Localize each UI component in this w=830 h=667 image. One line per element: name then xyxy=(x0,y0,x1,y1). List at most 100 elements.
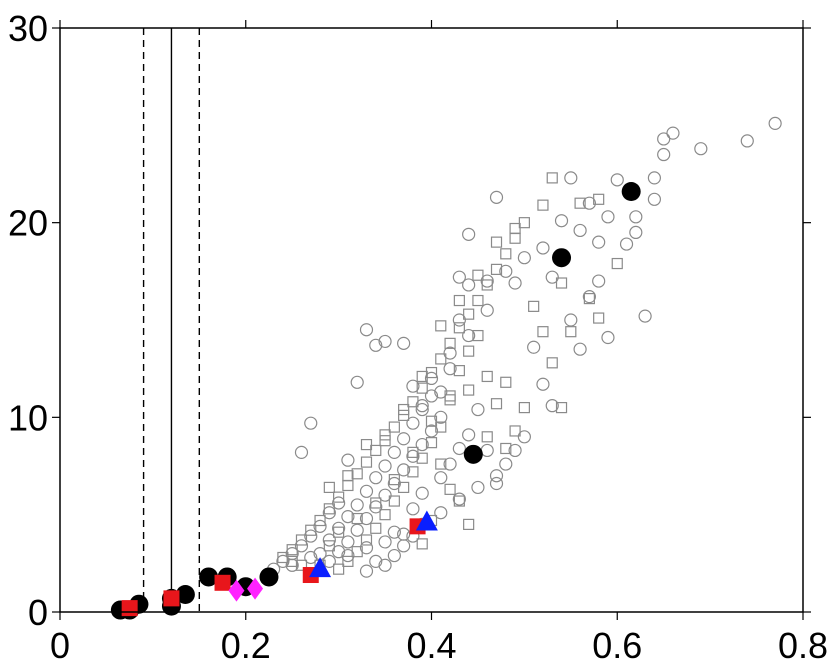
data-point-open-circle xyxy=(536,377,550,391)
data-point-open-square xyxy=(509,232,521,244)
data-point-open-circle xyxy=(397,432,411,446)
data-point-open-square xyxy=(351,468,363,480)
data-point-open-circle xyxy=(397,539,411,553)
data-point-open-circle xyxy=(359,541,374,555)
data-point-open-square xyxy=(407,466,419,478)
data-point-open-circle xyxy=(304,416,318,430)
data-point-open-square xyxy=(500,442,512,455)
data-point-open-square xyxy=(490,236,503,248)
data-point-open-circle xyxy=(573,342,587,356)
data-point-open-circle xyxy=(415,399,429,413)
data-point-open-circle xyxy=(471,480,485,495)
data-point-open-circle xyxy=(387,525,401,539)
data-point-open-circle xyxy=(601,330,615,345)
data-point-open-square xyxy=(565,326,577,338)
data-point-open-circle xyxy=(359,511,374,526)
data-point-open-circle xyxy=(378,459,392,473)
data-point-open-square xyxy=(444,390,456,402)
data-point-open-circle xyxy=(480,303,494,317)
data-point-open-square xyxy=(416,538,428,550)
data-point-open-circle xyxy=(406,449,420,463)
data-point-open-square xyxy=(472,294,484,307)
data-point-open-circle xyxy=(341,548,355,563)
data-point-open-circle xyxy=(387,476,401,491)
data-point-open-circle xyxy=(527,340,541,354)
data-point-open-circle xyxy=(350,523,364,537)
data-point-open-square xyxy=(286,544,298,556)
data-point-open-circle xyxy=(434,471,448,485)
data-point-open-circle xyxy=(322,506,336,520)
data-point-filled-triangle xyxy=(415,510,438,531)
data-point-open-square xyxy=(398,403,410,416)
data-point-open-circle xyxy=(517,430,531,444)
data-point-open-square xyxy=(481,279,493,291)
data-point-open-circle xyxy=(462,227,476,241)
data-point-open-square xyxy=(509,425,521,437)
data-point-open-circle xyxy=(452,492,466,506)
series-filled-triangle xyxy=(309,510,438,578)
data-point-open-circle xyxy=(378,558,392,572)
data-point-open-square xyxy=(444,394,456,406)
data-point-open-square xyxy=(370,522,382,534)
data-point-open-square xyxy=(342,479,354,492)
data-point-open-circle xyxy=(341,510,355,524)
data-point-open-circle xyxy=(369,471,383,485)
data-point-open-circle xyxy=(415,402,429,417)
x-tick-label: 0 xyxy=(50,625,70,662)
data-point-open-circle xyxy=(499,264,513,278)
data-point-open-circle xyxy=(434,506,448,520)
data-point-open-circle xyxy=(601,210,615,224)
data-point-open-circle xyxy=(582,290,596,304)
data-point-open-square xyxy=(463,384,475,396)
x-tick-label: 0.4 xyxy=(406,625,456,662)
data-point-open-square xyxy=(295,534,308,546)
data-point-open-circle xyxy=(415,437,429,452)
data-point-filled-square xyxy=(121,600,138,617)
data-point-open-square xyxy=(379,509,391,521)
data-point-open-square xyxy=(463,518,475,531)
data-point-open-square xyxy=(425,415,438,427)
series-open-circle xyxy=(267,116,782,578)
data-point-open-circle xyxy=(545,270,559,284)
data-point-open-square xyxy=(453,322,465,334)
data-point-open-circle xyxy=(462,278,476,292)
data-point-open-square xyxy=(323,540,335,552)
data-point-open-square xyxy=(333,526,345,538)
data-point-open-square xyxy=(555,277,568,289)
data-point-filled-circle xyxy=(175,584,195,604)
data-point-open-circle xyxy=(573,223,587,238)
data-point-open-square xyxy=(435,458,447,470)
data-point-open-square xyxy=(574,197,586,209)
data-point-open-square xyxy=(379,429,391,441)
data-point-open-circle xyxy=(443,457,457,471)
data-point-open-circle xyxy=(285,558,299,572)
data-point-open-square xyxy=(407,396,419,408)
data-point-open-square xyxy=(472,269,484,281)
data-point-open-square xyxy=(463,345,475,357)
data-point-open-square xyxy=(351,546,363,558)
data-point-open-circle xyxy=(657,147,671,162)
data-point-open-circle xyxy=(480,443,494,458)
data-point-open-square xyxy=(425,366,438,379)
data-point-open-circle xyxy=(564,313,578,327)
data-point-open-circle xyxy=(619,237,634,251)
y-tick-label: 30 xyxy=(8,8,48,49)
data-point-open-circle xyxy=(415,486,429,500)
data-point-open-circle xyxy=(397,463,411,477)
data-point-open-square xyxy=(537,199,549,211)
data-point-open-square xyxy=(388,474,400,486)
data-point-open-square xyxy=(583,292,595,305)
data-point-open-circle xyxy=(359,564,374,578)
data-point-open-circle xyxy=(638,309,652,323)
data-point-open-square xyxy=(546,172,558,184)
data-point-filled-circle xyxy=(621,182,641,202)
data-point-open-circle xyxy=(424,424,439,438)
data-point-open-square xyxy=(416,370,428,383)
data-point-open-circle xyxy=(517,251,531,265)
data-point-open-circle xyxy=(480,274,494,288)
data-point-open-circle xyxy=(304,529,318,543)
data-point-open-square xyxy=(435,320,447,332)
data-point-open-square xyxy=(323,481,335,494)
data-point-open-square xyxy=(444,483,456,495)
data-point-open-circle xyxy=(322,554,336,568)
